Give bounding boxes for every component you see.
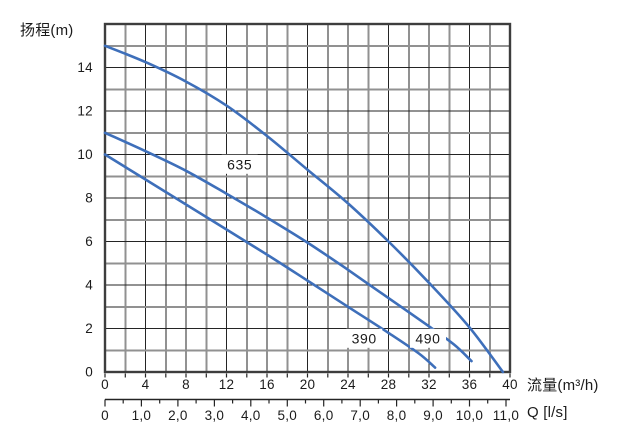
x2-tick-label: 6,0 bbox=[314, 408, 334, 423]
x-tick-label: 0 bbox=[101, 377, 109, 392]
x2-tick-label: 9,0 bbox=[423, 408, 443, 423]
x2-tick-label: 2,0 bbox=[168, 408, 188, 423]
curve-label-390: 390 bbox=[352, 330, 377, 346]
x-tick-label: 8 bbox=[182, 377, 190, 392]
x-tick-label: 28 bbox=[381, 377, 397, 392]
x-tick-label: 36 bbox=[462, 377, 478, 392]
x-tick-label: 32 bbox=[421, 377, 437, 392]
x2-axis-title: Q [l/s] bbox=[527, 404, 568, 421]
x-tick-label: 4 bbox=[142, 377, 150, 392]
grid bbox=[105, 24, 510, 372]
curve-635 bbox=[103, 44, 505, 374]
y-tick-label: 4 bbox=[85, 278, 93, 293]
y-tick-label: 12 bbox=[77, 104, 93, 119]
plot-border bbox=[103, 22, 512, 374]
x2-tick-label: 8,0 bbox=[387, 408, 407, 423]
x-tick-label: 40 bbox=[502, 377, 518, 392]
y-tick-label: 0 bbox=[85, 365, 93, 380]
x2-tick-label: 4,0 bbox=[241, 408, 261, 423]
y-tick-label: 10 bbox=[77, 147, 93, 162]
curve-label-635: 635 bbox=[227, 156, 252, 172]
x-tick-label: 20 bbox=[300, 377, 316, 392]
y-tick-label: 2 bbox=[85, 321, 93, 336]
x2-tick-label: 5,0 bbox=[277, 408, 297, 423]
curve-label-background bbox=[346, 328, 383, 348]
curve-label-background bbox=[410, 328, 446, 348]
x-tick-label: 16 bbox=[259, 377, 275, 392]
y-axis-title: 扬程(m) bbox=[20, 22, 74, 39]
curve-390 bbox=[103, 153, 437, 369]
x-tick-label: 24 bbox=[340, 377, 356, 392]
x-axis-title: 流量(m³/h) bbox=[527, 377, 599, 394]
x2-tick-label: 1,0 bbox=[132, 408, 152, 423]
curve-label-background bbox=[221, 154, 258, 174]
x2-tick-label: 7,0 bbox=[350, 408, 370, 423]
x2-tick-label: 0 bbox=[101, 408, 109, 423]
x2-tick-label: 11,0 bbox=[493, 408, 519, 423]
y-tick-label: 6 bbox=[85, 234, 93, 249]
x-tick-label: 12 bbox=[219, 377, 235, 392]
x2-tick-label: 3,0 bbox=[205, 408, 225, 423]
y-tick-label: 14 bbox=[77, 60, 93, 75]
y-tick-label: 8 bbox=[85, 191, 93, 206]
pump-curves: 635 490 390 bbox=[103, 44, 505, 374]
curve-label-490: 490 bbox=[415, 330, 440, 346]
x2-tick-label: 10,0 bbox=[456, 408, 483, 423]
